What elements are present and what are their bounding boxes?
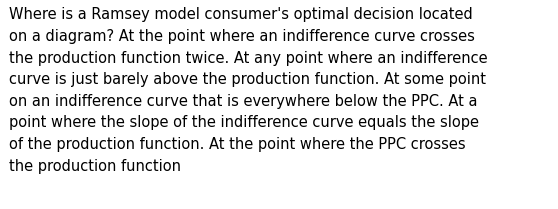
Text: Where is a Ramsey model consumer's optimal decision located
on a diagram? At the: Where is a Ramsey model consumer's optim… [9, 7, 488, 173]
